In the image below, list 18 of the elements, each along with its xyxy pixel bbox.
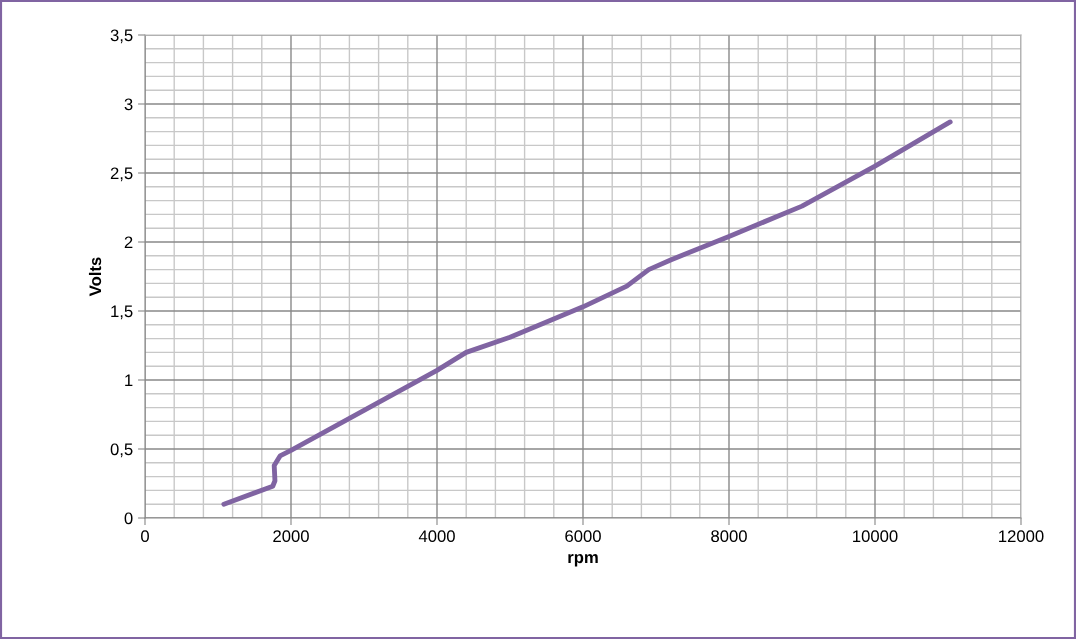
y-axis-title: Volts	[88, 257, 102, 297]
y-tick-label: 2,5	[110, 167, 133, 182]
y-tick-label: 0,5	[110, 443, 133, 458]
x-tick-label: 2000	[273, 530, 309, 543]
y-tick-label: 0	[124, 512, 133, 525]
y-tick-label: 2	[124, 236, 133, 249]
y-tick-label: 3,5	[110, 29, 133, 44]
y-tick-label: 1	[125, 374, 133, 387]
x-tick-label: 6000	[565, 530, 601, 543]
x-tick-label: 12000	[999, 530, 1044, 543]
x-tick-label: 4000	[418, 530, 455, 543]
x-tick-label: 0	[141, 530, 149, 543]
y-tick-label: 3	[124, 98, 133, 111]
y-tick-label: 1,5	[111, 305, 133, 320]
x-tick-label: 8000	[711, 530, 747, 543]
line-series	[221, 119, 953, 507]
x-tick-label: 10000	[853, 530, 898, 543]
x-axis-title: rpm	[568, 553, 598, 567]
